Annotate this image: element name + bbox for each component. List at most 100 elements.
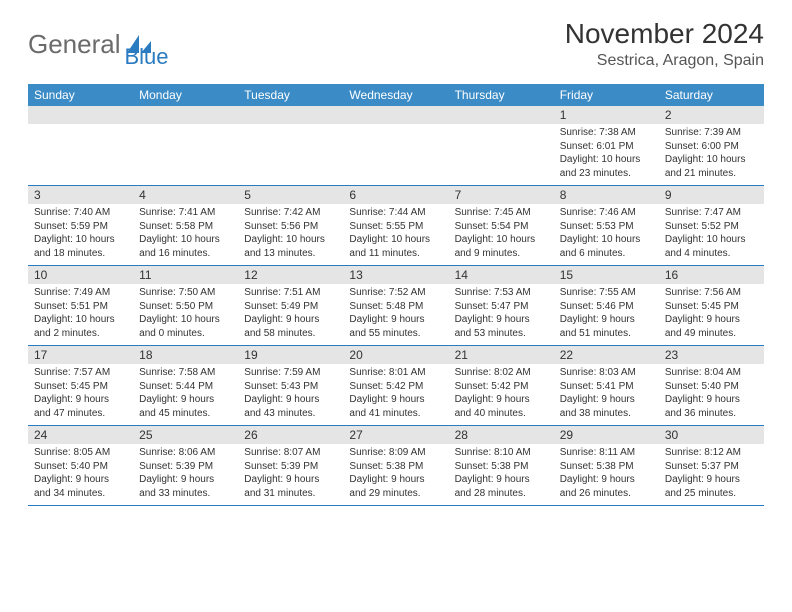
- weekday-label: Tuesday: [238, 84, 343, 106]
- day-detail-line: Sunset: 5:39 PM: [244, 460, 337, 474]
- day-detail-line: Daylight: 10 hours: [244, 233, 337, 247]
- day-detail-line: and 53 minutes.: [455, 327, 548, 341]
- day-detail-line: Sunset: 5:45 PM: [34, 380, 127, 394]
- day-detail-line: Sunrise: 7:44 AM: [349, 206, 442, 220]
- day-detail-line: and 0 minutes.: [139, 327, 232, 341]
- calendar-day-cell: 12Sunrise: 7:51 AMSunset: 5:49 PMDayligh…: [238, 266, 343, 345]
- day-number-bar: 9: [659, 186, 764, 204]
- day-detail-line: Sunrise: 7:58 AM: [139, 366, 232, 380]
- empty-day-bar: [133, 106, 238, 124]
- day-detail-line: Sunset: 5:48 PM: [349, 300, 442, 314]
- calendar-day-cell: 5Sunrise: 7:42 AMSunset: 5:56 PMDaylight…: [238, 186, 343, 265]
- calendar-day-cell: 10Sunrise: 7:49 AMSunset: 5:51 PMDayligh…: [28, 266, 133, 345]
- day-detail-line: Daylight: 9 hours: [455, 393, 548, 407]
- logo-text-blue: Blue: [125, 44, 169, 70]
- day-detail-line: Sunrise: 8:11 AM: [560, 446, 653, 460]
- day-number-bar: 17: [28, 346, 133, 364]
- day-detail-line: Daylight: 10 hours: [139, 233, 232, 247]
- day-number: 8: [560, 188, 653, 202]
- day-number: 22: [560, 348, 653, 362]
- day-detail-line: Daylight: 9 hours: [349, 393, 442, 407]
- day-detail-line: Daylight: 9 hours: [560, 393, 653, 407]
- day-number-bar: 14: [449, 266, 554, 284]
- day-number-bar: 16: [659, 266, 764, 284]
- weekday-header-row: SundayMondayTuesdayWednesdayThursdayFrid…: [28, 84, 764, 106]
- weekday-label: Wednesday: [343, 84, 448, 106]
- day-detail-line: Daylight: 10 hours: [665, 153, 758, 167]
- day-detail-line: Sunset: 5:38 PM: [349, 460, 442, 474]
- header: General Blue November 2024 Sestrica, Ara…: [0, 0, 792, 78]
- calendar-week-row: 24Sunrise: 8:05 AMSunset: 5:40 PMDayligh…: [28, 426, 764, 506]
- calendar-day-cell: 27 Sunrise: 8:09 AMSunset: 5:38 PMDayligh…: [343, 426, 448, 505]
- calendar-day-cell: 13Sunrise: 7:52 AMSunset: 5:48 PMDayligh…: [343, 266, 448, 345]
- day-detail-line: Daylight: 9 hours: [34, 473, 127, 487]
- day-detail-line: and 2 minutes.: [34, 327, 127, 341]
- day-detail-line: Daylight: 10 hours: [139, 313, 232, 327]
- day-detail-line: Daylight: 10 hours: [34, 233, 127, 247]
- day-detail-line: Sunrise: 7:50 AM: [139, 286, 232, 300]
- day-number-bar: 23: [659, 346, 764, 364]
- day-number-bar: 1: [554, 106, 659, 124]
- empty-day-bar: [343, 106, 448, 124]
- day-detail-line: and 16 minutes.: [139, 247, 232, 261]
- day-number: 27: [349, 428, 442, 442]
- day-detail-line: Daylight: 9 hours: [244, 473, 337, 487]
- day-detail-line: Daylight: 10 hours: [34, 313, 127, 327]
- calendar-day-cell: 4Sunrise: 7:41 AMSunset: 5:58 PMDaylight…: [133, 186, 238, 265]
- calendar-day-cell: 8Sunrise: 7:46 AMSunset: 5:53 PMDaylight…: [554, 186, 659, 265]
- weekday-label: Friday: [554, 84, 659, 106]
- day-detail-line: Daylight: 10 hours: [455, 233, 548, 247]
- day-detail-line: Daylight: 10 hours: [349, 233, 442, 247]
- day-detail-line: and 11 minutes.: [349, 247, 442, 261]
- day-number-bar: 22: [554, 346, 659, 364]
- logo-text-gray: General: [28, 29, 121, 60]
- calendar-day-cell: [238, 106, 343, 185]
- day-detail-line: and 21 minutes.: [665, 167, 758, 181]
- calendar-day-cell: 23Sunrise: 8:04 AMSunset: 5:40 PMDayligh…: [659, 346, 764, 425]
- day-detail-line: Sunrise: 7:45 AM: [455, 206, 548, 220]
- day-detail-line: and 58 minutes.: [244, 327, 337, 341]
- day-number: 17: [34, 348, 127, 362]
- day-number: 25: [139, 428, 232, 442]
- calendar-day-cell: [343, 106, 448, 185]
- day-detail-line: Sunrise: 8:04 AM: [665, 366, 758, 380]
- day-detail-line: Daylight: 9 hours: [560, 473, 653, 487]
- day-number: 18: [139, 348, 232, 362]
- day-detail-line: Sunrise: 7:57 AM: [34, 366, 127, 380]
- day-detail-line: Sunrise: 8:01 AM: [349, 366, 442, 380]
- day-detail-line: and 13 minutes.: [244, 247, 337, 261]
- day-number-bar: 6: [343, 186, 448, 204]
- day-detail-line: Sunset: 5:49 PM: [244, 300, 337, 314]
- empty-day-bar: [238, 106, 343, 124]
- day-detail-line: Sunset: 5:54 PM: [455, 220, 548, 234]
- day-number: 23: [665, 348, 758, 362]
- day-detail-line: Daylight: 9 hours: [665, 473, 758, 487]
- day-number-bar: 21: [449, 346, 554, 364]
- day-number: 15: [560, 268, 653, 282]
- day-number-bar: 26: [238, 426, 343, 444]
- day-detail-line: Daylight: 9 hours: [455, 473, 548, 487]
- day-number-bar: 28: [449, 426, 554, 444]
- day-detail-line: Sunset: 5:55 PM: [349, 220, 442, 234]
- day-number-bar: 7: [449, 186, 554, 204]
- day-number-bar: 20: [343, 346, 448, 364]
- day-detail-line: Sunset: 5:59 PM: [34, 220, 127, 234]
- day-detail-line: and 38 minutes.: [560, 407, 653, 421]
- day-detail-line: Sunset: 5:38 PM: [455, 460, 548, 474]
- day-detail-line: and 9 minutes.: [455, 247, 548, 261]
- calendar-week-row: 1Sunrise: 7:38 AMSunset: 6:01 PMDaylight…: [28, 106, 764, 186]
- logo: General Blue: [28, 18, 169, 70]
- day-detail-line: Sunrise: 7:38 AM: [560, 126, 653, 140]
- day-number-bar: 2: [659, 106, 764, 124]
- day-detail-line: Daylight: 9 hours: [139, 473, 232, 487]
- day-number-bar: 8: [554, 186, 659, 204]
- day-detail-line: Sunset: 5:46 PM: [560, 300, 653, 314]
- weekday-label: Monday: [133, 84, 238, 106]
- month-title: November 2024: [565, 18, 764, 50]
- day-detail-line: Sunrise: 8:09 AM: [349, 446, 442, 460]
- day-number: 13: [349, 268, 442, 282]
- calendar-week-row: 17 Sunrise: 7:57 AMSunset: 5:45 PM Dayligh…: [28, 346, 764, 426]
- day-detail-line: Sunset: 5:53 PM: [560, 220, 653, 234]
- day-detail-line: Daylight: 9 hours: [349, 473, 442, 487]
- calendar-day-cell: 15Sunrise: 7:55 AMSunset: 5:46 PMDayligh…: [554, 266, 659, 345]
